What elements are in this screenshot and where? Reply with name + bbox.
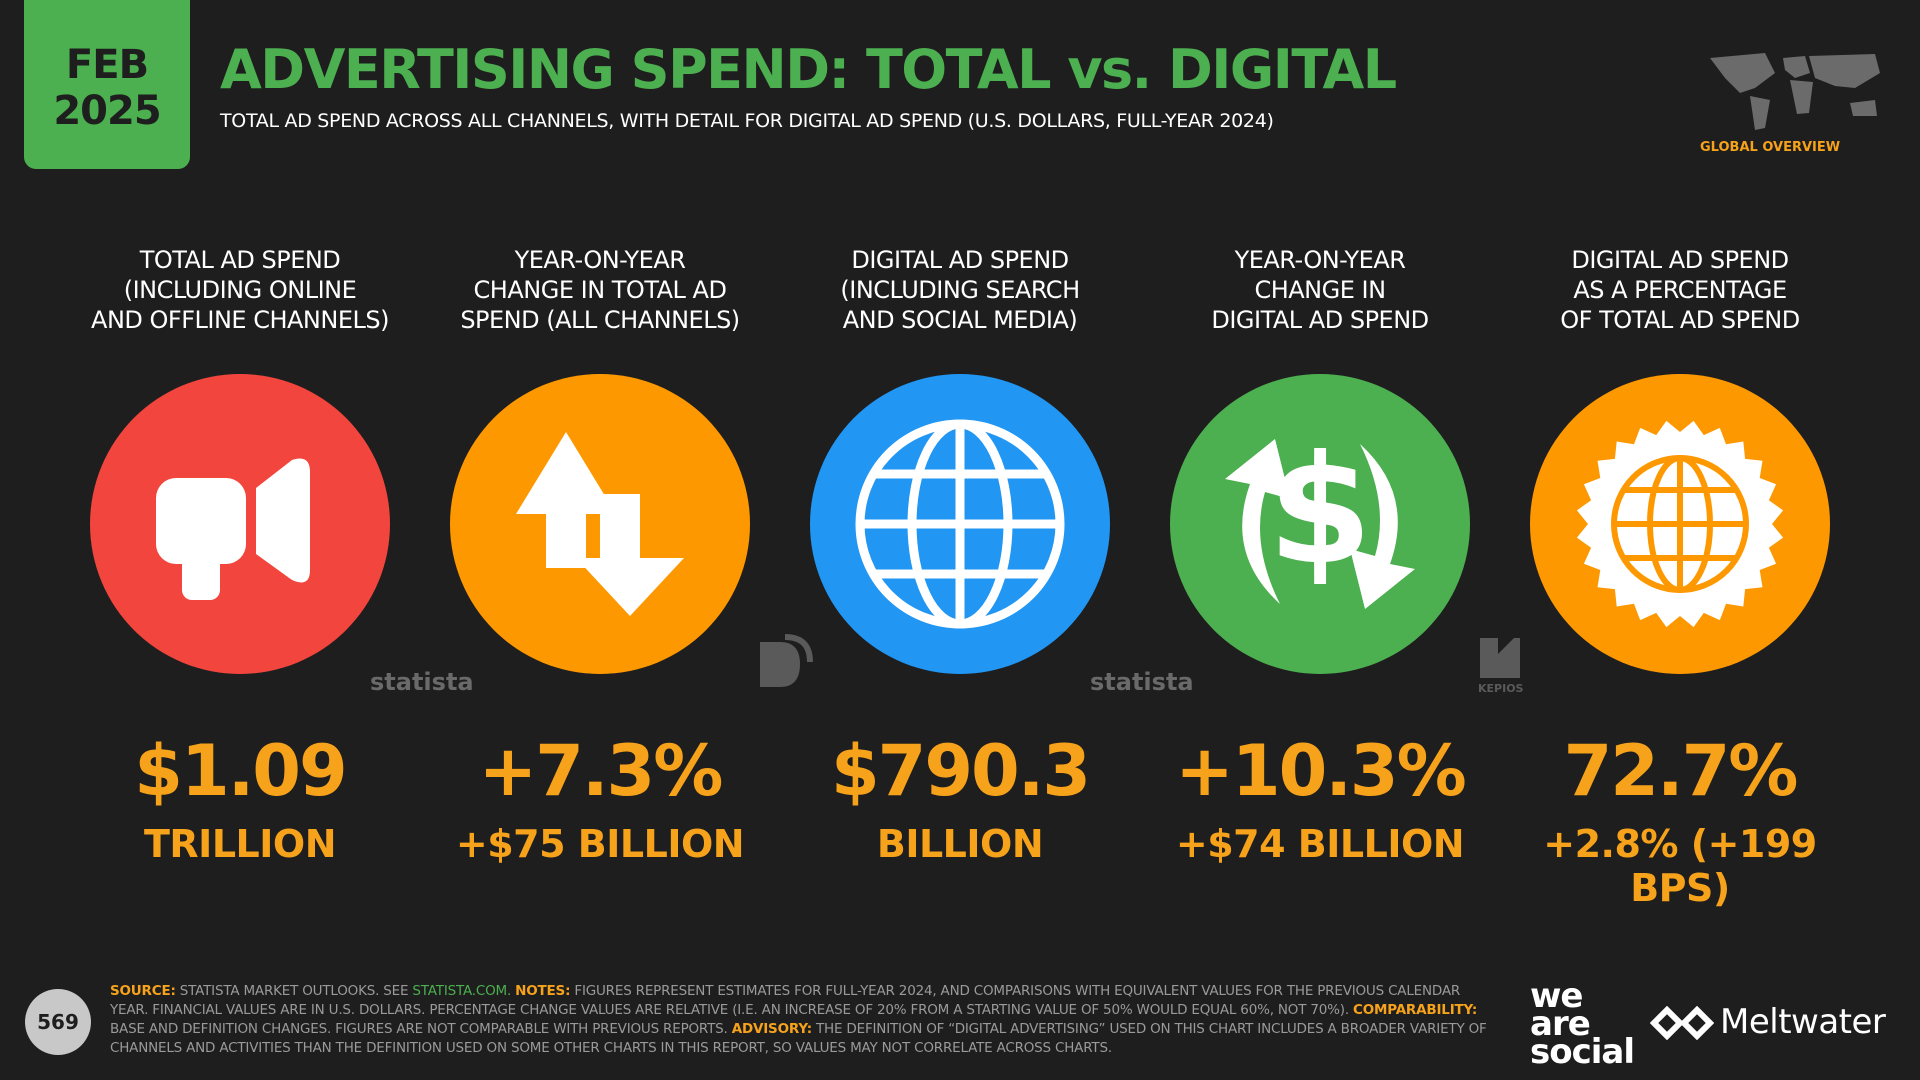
label-line: DIGITAL AD SPEND	[1211, 306, 1429, 334]
label-line: YEAR-ON-YEAR	[514, 246, 686, 274]
metric-label: YEAR-ON-YEAR CHANGE IN DIGITAL AD SPEND	[1140, 245, 1500, 335]
subtitle: TOTAL AD SPEND ACROSS ALL CHANNELS, WITH…	[220, 110, 1274, 132]
label-line: AND SOCIAL MEDIA)	[842, 306, 1078, 334]
month: FEB	[65, 42, 149, 88]
icon-circle	[1170, 374, 1470, 674]
dollar-icon: $	[1225, 424, 1415, 609]
metric-value: +10.3%	[1175, 730, 1467, 812]
label-line: (INCLUDING SEARCH	[840, 276, 1080, 304]
metric-detail: +$74 BILLION	[1175, 822, 1465, 866]
logo-word: we	[1530, 976, 1583, 1016]
badge-globe-icon	[1576, 420, 1784, 628]
metric-label: DIGITAL AD SPEND AS A PERCENTAGE OF TOTAL …	[1500, 245, 1860, 335]
label-line: CHANGE IN TOTAL AD	[473, 276, 727, 304]
metric-detail: TRILLION	[144, 822, 337, 866]
metric-value: +7.3%	[478, 730, 724, 812]
label-line: OF TOTAL AD SPEND	[1560, 306, 1800, 334]
label-line: YEAR-ON-YEAR	[1234, 246, 1406, 274]
arrows-icon	[516, 432, 684, 616]
label-line: DIGITAL AD SPEND	[1571, 246, 1789, 274]
metric-detail: +2.8% (+199 BPS)	[1543, 822, 1817, 910]
logo-word: social	[1530, 1032, 1635, 1072]
kepios-logo: KEPIOS	[1478, 682, 1524, 695]
logo-word: are	[1530, 1004, 1591, 1044]
globe-icon	[855, 419, 1065, 629]
label-line: CHANGE IN	[1254, 276, 1386, 304]
footer-segment: COMPARABILITY:	[1353, 1002, 1478, 1018]
year: 2025	[53, 88, 161, 134]
metric-detail: +$75 BILLION	[455, 822, 745, 866]
we-are-social-logo: we are social	[1530, 976, 1635, 1072]
footer-segment: FIGURES REPRESENT ESTIMATES FOR FULL-YEA…	[110, 983, 1461, 1018]
label-line: AS A PERCENTAGE	[1573, 276, 1787, 304]
metric-value: $790.3	[830, 730, 1091, 812]
footer-segment: ADVISORY:	[731, 1021, 812, 1037]
label-line: AND OFFLINE CHANNELS)	[91, 306, 389, 334]
footer-segment: NOTES:	[515, 983, 571, 999]
datareportal-logo	[760, 634, 813, 687]
metric-label: YEAR-ON-YEAR CHANGE IN TOTAL AD SPEND (ALL…	[420, 245, 780, 335]
statista-logo: statista	[1090, 668, 1194, 696]
footer-segment: BASE AND DEFINITION CHANGES. FIGURES ARE…	[110, 1021, 728, 1037]
kepios-mark	[1480, 638, 1520, 678]
footer-segment: STATISTA.COM.	[412, 983, 512, 999]
footer-segment: THE DEFINITION OF “DIGITAL ADVERTISING” …	[110, 1021, 1487, 1056]
title: ADVERTISING SPEND: TOTAL vs. DIGITAL	[220, 38, 1397, 101]
date-box: FEB 2025	[24, 0, 190, 169]
label-line: TOTAL AD SPEND	[139, 246, 341, 274]
metric-value: 72.7%	[1563, 730, 1799, 812]
metric-label: DIGITAL AD SPEND (INCLUDING SEARCH AND SOC…	[780, 245, 1140, 335]
footer-segment: STATISTA MARKET OUTLOOKS. SEE	[179, 983, 409, 999]
label-line: SPEND (ALL CHANNELS)	[460, 306, 740, 334]
footer-notes: SOURCE: STATISTA MARKET OUTLOOKS. SEE ST…	[110, 982, 1490, 1058]
world-map	[1710, 53, 1880, 130]
region-badge: GLOBAL OVERVIEW	[1700, 140, 1841, 155]
page-number: 569	[25, 989, 91, 1055]
statista-logo: statista	[370, 668, 474, 696]
label-line: DIGITAL AD SPEND	[851, 246, 1069, 274]
footer-segment: SOURCE:	[110, 983, 176, 999]
label-line: (INCLUDING ONLINE	[123, 276, 357, 304]
meltwater-logo: Meltwater	[1720, 1002, 1886, 1042]
metric-detail: BILLION	[876, 822, 1044, 866]
metric-label: TOTAL AD SPEND (INCLUDING ONLINE AND OFFLI…	[60, 245, 420, 335]
svg-text:$: $	[1268, 424, 1372, 598]
metric-value: $1.09	[134, 730, 347, 812]
megaphone-icon	[156, 458, 310, 600]
meltwater-mark	[1650, 1006, 1714, 1040]
